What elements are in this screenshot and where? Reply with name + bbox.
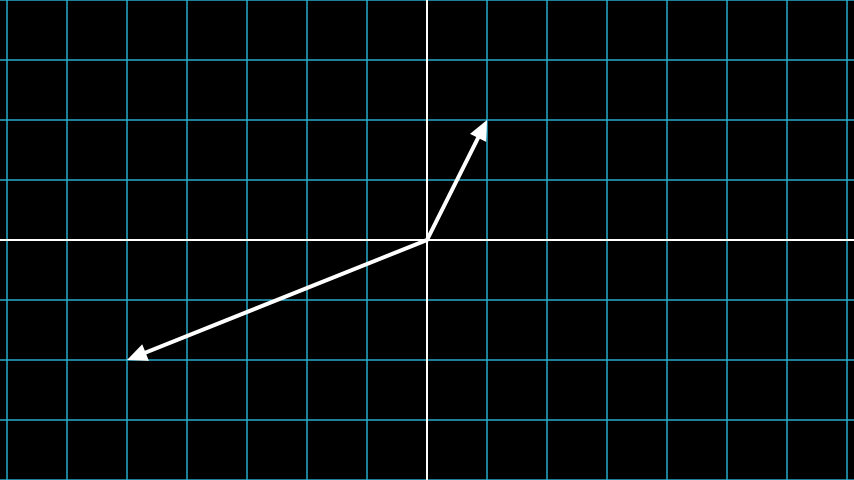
vector-b-arrowhead	[127, 344, 149, 361]
vector-b-shaft	[141, 238, 429, 356]
vector-a-shaft	[425, 134, 481, 242]
vector-a	[425, 120, 487, 242]
vector-b	[127, 238, 429, 361]
vector-a-arrowhead	[470, 120, 487, 142]
vectors	[127, 120, 487, 361]
